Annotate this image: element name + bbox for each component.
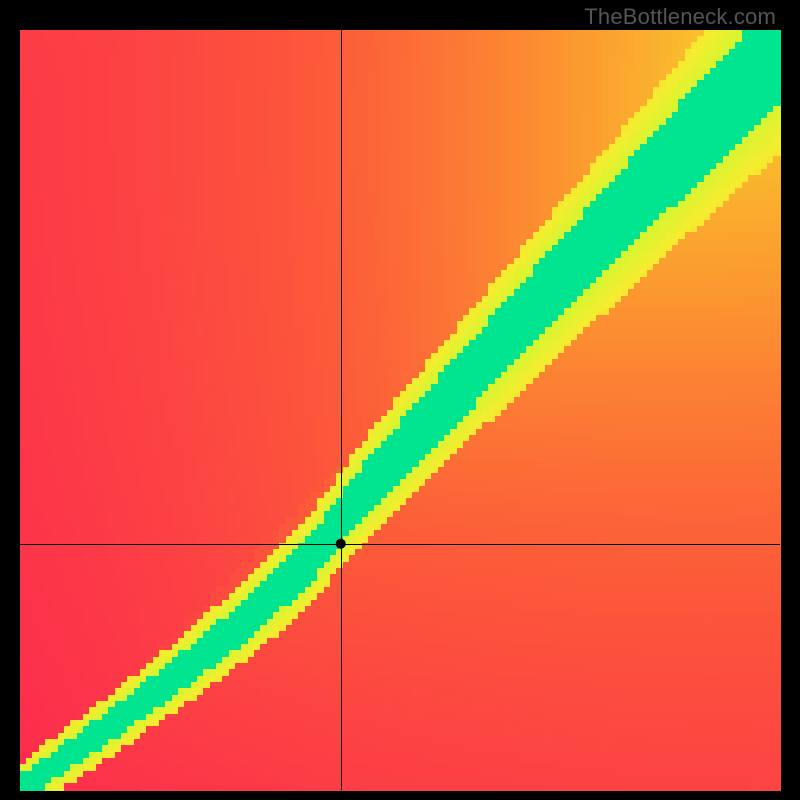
bottleneck-heatmap-canvas [0, 0, 800, 800]
chart-container: TheBottleneck.com [0, 0, 800, 800]
watermark-text: TheBottleneck.com [584, 4, 776, 30]
